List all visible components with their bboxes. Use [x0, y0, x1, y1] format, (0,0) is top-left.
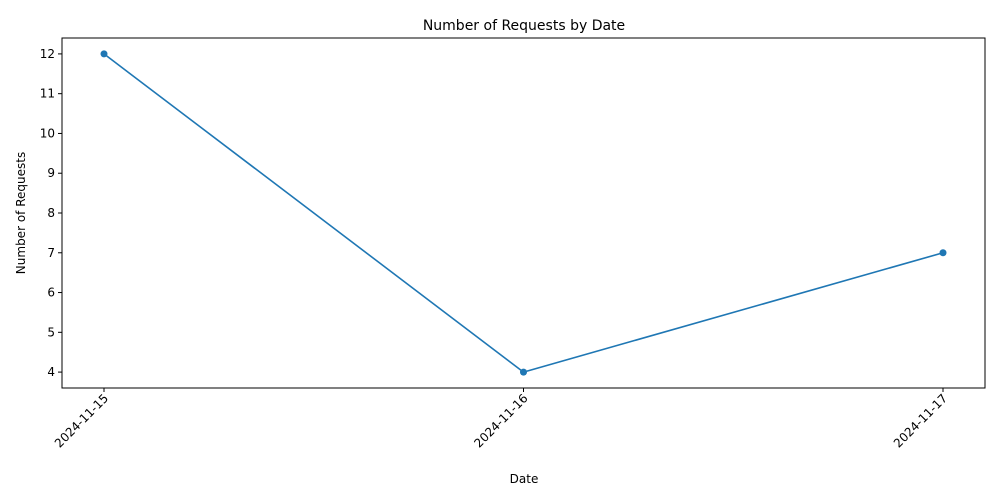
series-line — [103, 53, 944, 373]
y-tick-label-5: 5 — [47, 325, 55, 339]
y-tick-label-12: 12 — [40, 47, 55, 61]
y-axis-label: Number of Requests — [14, 152, 28, 274]
y-tick-label-11: 11 — [40, 87, 55, 101]
y-tick-label-4: 4 — [47, 365, 55, 379]
y-tick-label-10: 10 — [40, 126, 55, 140]
y-tick-label-8: 8 — [47, 206, 55, 220]
chart-title: Number of Requests by Date — [423, 18, 625, 34]
y-tick-label-7: 7 — [47, 246, 55, 260]
data-point-2024-11-16 — [520, 368, 527, 376]
plot-frame — [61, 37, 986, 389]
x-tick-label-2024-11-17: 2024-11-17 — [891, 391, 950, 450]
data-point-2024-11-17 — [939, 249, 947, 257]
x-axis-label: Date — [510, 472, 539, 486]
x-tick-label-2024-11-15: 2024-11-15 — [52, 391, 111, 450]
axes: 4 5 6 7 8 9 10 11 12 2024-11-15 2024-11-16 2024-11-… — [40, 37, 986, 450]
y-tick-label-9: 9 — [47, 166, 55, 180]
data-point-2024-11-15 — [100, 50, 108, 58]
x-tick-label-2024-11-16: 2024-11-16 — [471, 391, 530, 450]
plot-area — [100, 50, 947, 376]
y-tick-label-6: 6 — [47, 286, 55, 300]
